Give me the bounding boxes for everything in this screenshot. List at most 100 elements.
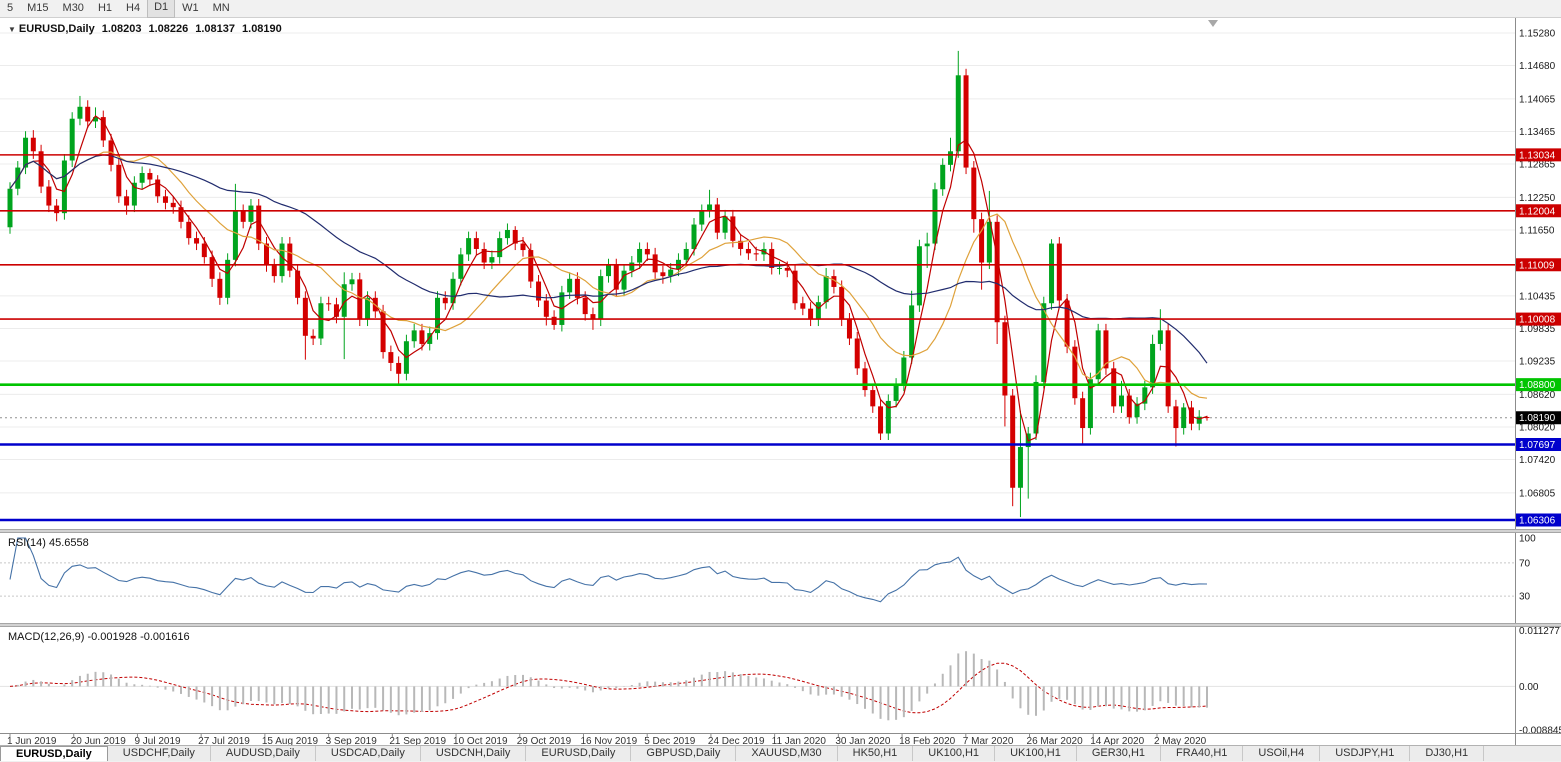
level-price-label: 1.08800 xyxy=(1516,378,1561,392)
medium-ma-line xyxy=(9,151,1208,399)
svg-text:1.13465: 1.13465 xyxy=(1519,127,1556,138)
svg-text:1.07420: 1.07420 xyxy=(1519,455,1556,466)
chart-tab-hk50-h1[interactable]: HK50,H1 xyxy=(838,746,914,761)
svg-text:1.06306: 1.06306 xyxy=(1519,515,1556,526)
chart-tab-eurusd-daily[interactable]: EURUSD,Daily xyxy=(526,746,632,761)
candles-layer xyxy=(7,50,1210,518)
svg-text:16 Nov 2019: 16 Nov 2019 xyxy=(580,736,637,745)
svg-text:1.06805: 1.06805 xyxy=(1519,488,1556,499)
chart-area[interactable]: 1.15280 1.14680 1.14065 1.13465 1.12865 1.122… xyxy=(0,18,1561,745)
svg-text:1.13034: 1.13034 xyxy=(1519,150,1556,161)
macd-signal-line xyxy=(9,662,1208,714)
chart-title: ▼ EURUSD,Daily 1.08203 1.08226 1.08137 1.0819… xyxy=(8,23,289,35)
macd-panel: 0.011277 0.00 -0.008845 xyxy=(0,626,1561,737)
quote-open: 1.08203 xyxy=(101,23,142,35)
chart-tab-usdjpy-h1[interactable]: USDJPY,H1 xyxy=(1320,746,1411,761)
quote-low: 1.08137 xyxy=(195,23,236,35)
svg-text:-0.008845: -0.008845 xyxy=(1519,726,1561,737)
chart-tab-eurusd-daily[interactable]: EURUSD,Daily xyxy=(0,746,108,761)
svg-text:1.09235: 1.09235 xyxy=(1519,357,1556,368)
svg-text:10 Oct 2019: 10 Oct 2019 xyxy=(453,736,508,745)
timeframe-button-w1[interactable]: W1 xyxy=(182,2,199,14)
svg-text:0.011277: 0.011277 xyxy=(1519,626,1560,637)
level-price-label: 1.12004 xyxy=(1516,204,1561,218)
svg-text:30: 30 xyxy=(1519,592,1531,603)
svg-text:30 Jan 2020: 30 Jan 2020 xyxy=(835,736,890,745)
svg-text:1.11650: 1.11650 xyxy=(1519,225,1555,236)
chart-tab-usdcnh-daily[interactable]: USDCNH,Daily xyxy=(421,746,527,761)
chart-tab-fra40-h1[interactable]: FRA40,H1 xyxy=(1161,746,1244,761)
quote-high: 1.08226 xyxy=(148,23,189,35)
chart-title-symbol: EURUSD,Daily xyxy=(18,23,95,35)
timeframe-button-h4[interactable]: H4 xyxy=(126,2,141,14)
timeframe-toolbar: 5 M15 M30 H1 H4 D1 W1 MN xyxy=(0,0,1561,18)
chart-shift-marker xyxy=(1208,20,1218,27)
chart-tab-usoil-h4[interactable]: USOil,H4 xyxy=(1243,746,1321,761)
date-axis: 1 Jun 2019 20 Jun 2019 9 Jul 2019 27 Jul 20… xyxy=(7,734,1207,745)
svg-text:21 Sep 2019: 21 Sep 2019 xyxy=(389,736,446,745)
timeframe-button-mn[interactable]: MN xyxy=(212,2,230,14)
svg-text:14 Apr 2020: 14 Apr 2020 xyxy=(1090,736,1144,745)
rsi-indicator-label: RSI(14) 45.6558 xyxy=(8,537,89,549)
svg-text:1.09835: 1.09835 xyxy=(1519,324,1556,335)
price-axis: 1.15280 1.14680 1.14065 1.13465 1.12865 1.122… xyxy=(1519,28,1556,499)
chart-tab-uk100-h1[interactable]: UK100,H1 xyxy=(913,746,996,761)
timeframe-button-m30[interactable]: M30 xyxy=(62,2,84,14)
svg-text:29 Oct 2019: 29 Oct 2019 xyxy=(517,736,572,745)
level-price-label: 1.10008 xyxy=(1516,312,1561,326)
timeframe-button-5[interactable]: 5 xyxy=(7,2,14,14)
svg-text:18 Feb 2020: 18 Feb 2020 xyxy=(899,736,956,745)
svg-text:1 Jun 2019: 1 Jun 2019 xyxy=(7,736,57,745)
svg-text:1.11009: 1.11009 xyxy=(1519,260,1555,271)
svg-text:3 Sep 2019: 3 Sep 2019 xyxy=(326,736,378,745)
timeframe-button-d1[interactable]: D1 xyxy=(147,0,176,18)
svg-text:1.10008: 1.10008 xyxy=(1519,315,1556,326)
svg-text:1.14680: 1.14680 xyxy=(1519,61,1556,72)
quote-close: 1.08190 xyxy=(242,23,282,35)
svg-text:20 Jun 2019: 20 Jun 2019 xyxy=(71,736,126,745)
price-chart-canvas[interactable]: 1.15280 1.14680 1.14065 1.13465 1.12865 1.122… xyxy=(0,18,1561,745)
svg-text:1.12004: 1.12004 xyxy=(1519,206,1556,217)
svg-text:1.08620: 1.08620 xyxy=(1519,390,1556,401)
svg-text:1.08190: 1.08190 xyxy=(1519,413,1556,424)
svg-text:1.08800: 1.08800 xyxy=(1519,380,1556,391)
svg-text:11 Jan 2020: 11 Jan 2020 xyxy=(772,736,827,745)
svg-text:26 Mar 2020: 26 Mar 2020 xyxy=(1027,736,1084,745)
chart-tabs-bar: EURUSD,Daily USDCHF,Daily AUDUSD,Daily USDC… xyxy=(0,745,1561,761)
svg-text:70: 70 xyxy=(1519,558,1531,569)
level-price-label: 1.11009 xyxy=(1516,258,1561,272)
svg-text:7 Mar 2020: 7 Mar 2020 xyxy=(963,736,1014,745)
svg-text:1.07697: 1.07697 xyxy=(1519,440,1556,451)
chart-tab-usdchf-daily[interactable]: USDCHF,Daily xyxy=(108,746,211,761)
svg-text:1.08020: 1.08020 xyxy=(1519,422,1556,433)
chart-tab-dj30-h1[interactable]: DJ30,H1 xyxy=(1410,746,1485,761)
chart-tab-ger30-h1[interactable]: GER30,H1 xyxy=(1077,746,1162,761)
horizontal-level-lines xyxy=(0,154,1515,522)
timeframe-button-h1[interactable]: H1 xyxy=(97,2,112,14)
level-price-label: 1.13034 xyxy=(1516,148,1561,162)
svg-text:1.10435: 1.10435 xyxy=(1519,291,1556,302)
svg-text:24 Dec 2019: 24 Dec 2019 xyxy=(708,736,765,745)
svg-text:27 Jul 2019: 27 Jul 2019 xyxy=(198,736,250,745)
svg-text:9 Jul 2019: 9 Jul 2019 xyxy=(134,736,181,745)
svg-text:0.00: 0.00 xyxy=(1519,682,1539,693)
svg-text:2 May 2020: 2 May 2020 xyxy=(1154,736,1207,745)
rsi-panel: 100 70 30 xyxy=(0,534,1536,603)
current-price-label: 1.08190 xyxy=(1516,411,1561,425)
macd-histogram xyxy=(16,651,1208,721)
price-gridlines xyxy=(0,32,1515,494)
svg-text:5 Dec 2019: 5 Dec 2019 xyxy=(644,736,696,745)
svg-text:1.12250: 1.12250 xyxy=(1519,193,1556,204)
chart-tab-audusd-daily[interactable]: AUDUSD,Daily xyxy=(211,746,316,761)
level-price-label: 1.06306 xyxy=(1516,513,1561,527)
chart-tab-usdcad-daily[interactable]: USDCAD,Daily xyxy=(316,746,421,761)
level-price-label: 1.07697 xyxy=(1516,438,1561,452)
timeframe-button-m15[interactable]: M15 xyxy=(27,2,49,14)
svg-text:1.12865: 1.12865 xyxy=(1519,160,1556,171)
chart-tab-xauusd-m30[interactable]: XAUUSD,M30 xyxy=(736,746,838,761)
slow-ma-line xyxy=(9,154,1208,364)
chart-tab-uk100-h1[interactable]: UK100,H1 xyxy=(995,746,1077,761)
symbol-dropdown-icon[interactable]: ▼ xyxy=(8,25,16,34)
chart-tab-gbpusd-daily[interactable]: GBPUSD,Daily xyxy=(631,746,737,761)
svg-text:1.15280: 1.15280 xyxy=(1519,28,1556,39)
